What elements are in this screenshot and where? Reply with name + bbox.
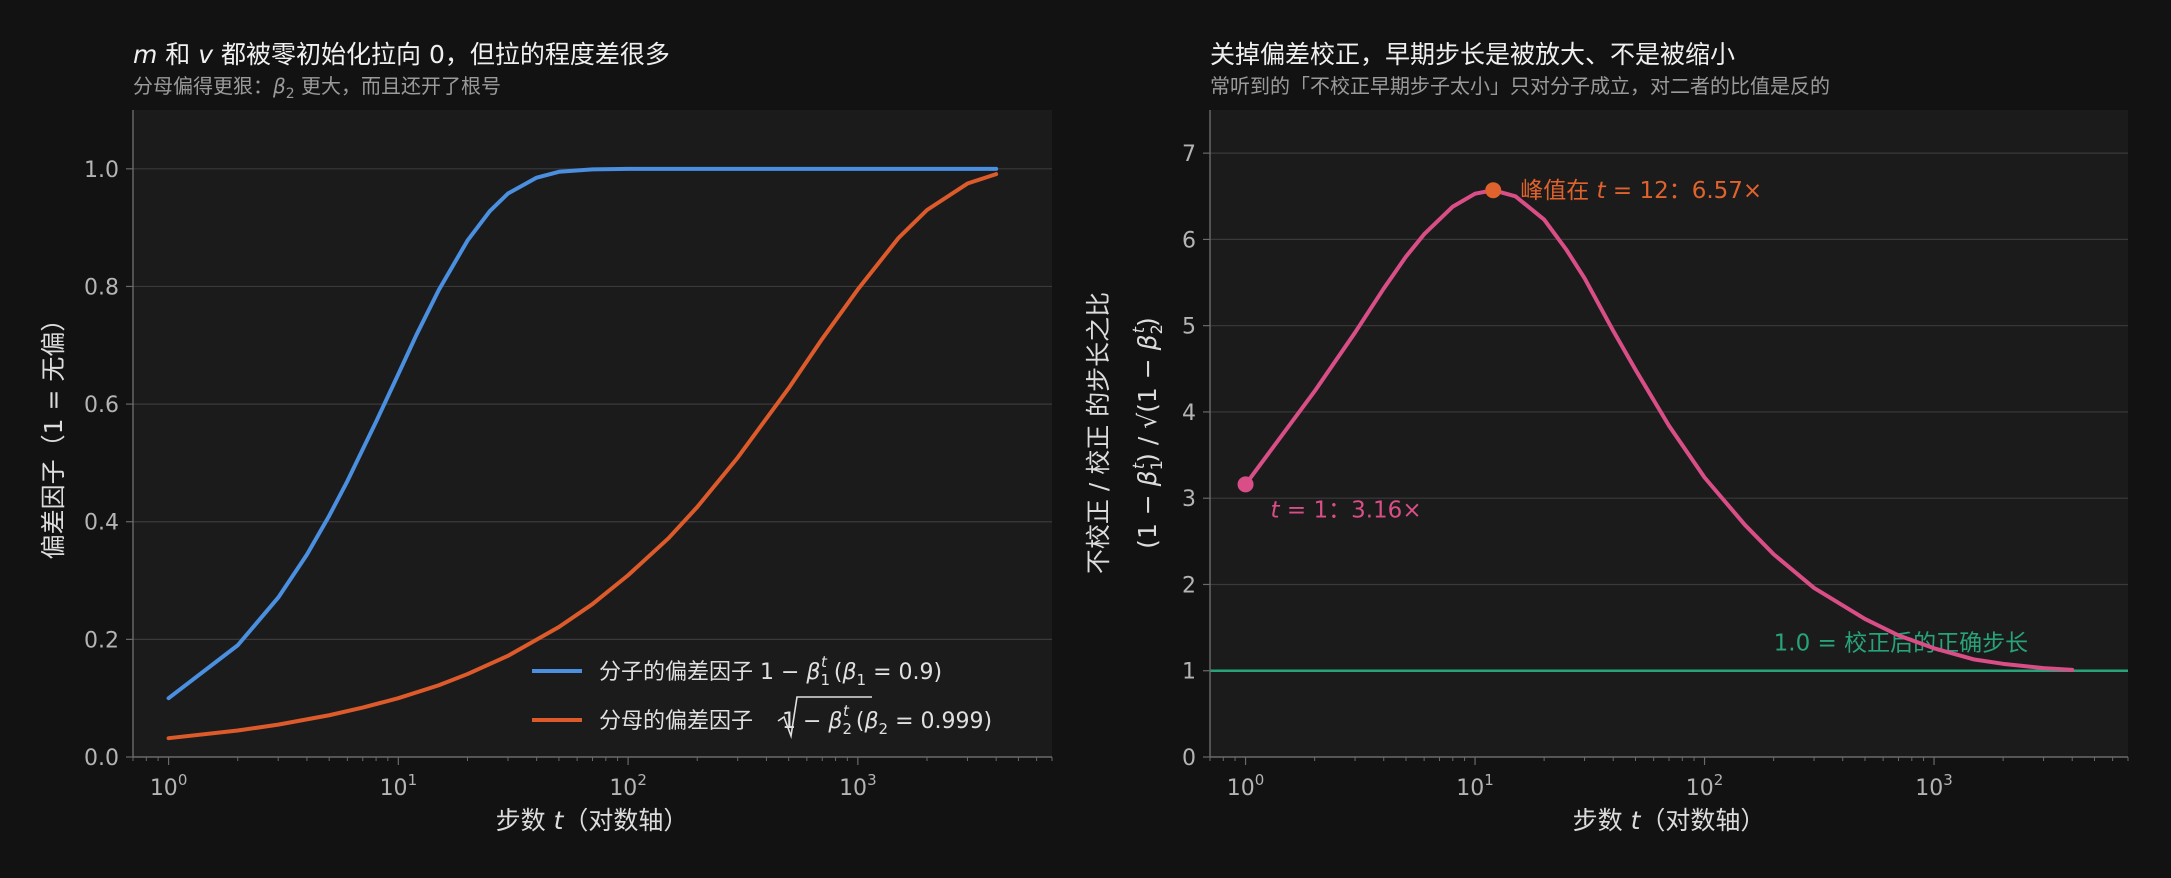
y-tick-label: 7 <box>1182 142 1196 167</box>
annotation-marker-t1 <box>1237 476 1254 493</box>
y-axis-label-line1: 不校正 / 校正 的步长之比 <box>1084 292 1113 574</box>
plot-area <box>1210 110 2128 757</box>
y-tick-label: 1 <box>1182 660 1196 685</box>
y-axis-label-line2: (1 − β1t) / √(1 − β2t) <box>1129 317 1166 549</box>
annotation-label-t1: t = 1：3.16× <box>1271 497 1422 523</box>
chart-subtitle: 常听到的「不校正早期步子太小」只对分子成立，对二者的比值是反的 <box>1210 74 1830 98</box>
axes: 0.0 0.2 0.4 0.6 0.8 1.0 100 101 102 103 <box>84 110 1053 801</box>
series-line-2 <box>166 172 999 741</box>
annotation-marker-peak <box>1485 182 1502 199</box>
x-tick-label: 103 <box>839 771 877 801</box>
annotations: t = 1：3.16× 峰值在 t = 12：6.57× <box>1237 178 1762 523</box>
x-axis-label: 步数 t（对数轴） <box>496 806 689 835</box>
series-lines <box>166 166 999 741</box>
y-tick-label: 2 <box>1182 573 1196 598</box>
series-lines <box>1243 188 2075 672</box>
x-tick-label: 103 <box>1915 771 1953 801</box>
chart-subtitle: 分母偏得更狠：β2 更大，而且还开了根号 <box>133 74 501 102</box>
plot-area <box>133 110 1052 757</box>
panel-bias-factors: 0.0 0.2 0.4 0.6 0.8 1.0 100 101 102 103 m 和 v 都被零… <box>39 40 1053 835</box>
y-tick-label: 3 <box>1182 487 1196 512</box>
y-tick-label: 0 <box>1182 746 1196 771</box>
y-tick-label: 0.6 <box>84 393 119 418</box>
legend: 分子的偏差因子 1 − β1t (β1 = 0.9) 分母的偏差因子 1 − β… <box>532 653 992 740</box>
chart-title: 关掉偏差校正，早期步长是被放大、不是被缩小 <box>1210 40 1735 69</box>
x-tick-label: 102 <box>609 771 647 801</box>
x-axis-label: 步数 t（对数轴） <box>1573 806 1766 835</box>
axes: 0 1 2 3 4 5 6 7 100 101 102 103 <box>1182 110 2129 801</box>
x-tick-label: 100 <box>1227 771 1265 801</box>
y-tick-label: 0.4 <box>84 511 119 536</box>
y-tick-label: 1.0 <box>84 158 119 183</box>
x-tick-label: 101 <box>380 771 418 801</box>
series-line-1 <box>1243 188 2075 672</box>
y-tick-label: 6 <box>1182 228 1196 253</box>
y-tick-label: 0.0 <box>84 746 119 771</box>
y-tick-label: 0.2 <box>84 628 119 653</box>
y-tick-label: 4 <box>1182 401 1196 426</box>
legend-label-numerator: 分子的偏差因子 1 − β1t (β1 = 0.9) <box>599 653 942 689</box>
y-tick-label: 5 <box>1182 315 1196 340</box>
y-axis-label: 偏差因子（1 = 无偏） <box>39 307 68 560</box>
y-tick-label: 0.8 <box>84 275 119 300</box>
x-tick-label: 101 <box>1456 771 1494 801</box>
chart-title: m 和 v 都被零初始化拉向 0，但拉的程度差很多 <box>133 40 670 69</box>
sqrt-radical-icon <box>777 696 872 740</box>
x-tick-label: 100 <box>150 771 188 801</box>
x-tick-label: 102 <box>1686 771 1724 801</box>
annotation-label-peak: 峰值在 t = 12：6.57× <box>1520 178 1762 204</box>
legend-label-denominator: 分母的偏差因子 1 − β2t (β2 = 0.999) <box>599 702 992 738</box>
series-line-1 <box>166 166 999 701</box>
